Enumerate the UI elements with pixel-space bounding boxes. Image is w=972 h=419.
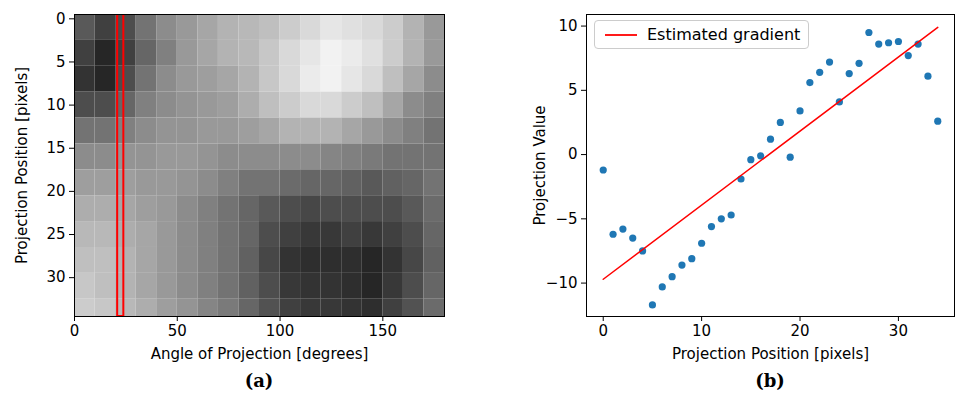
svg-text:25: 25 <box>46 225 65 243</box>
svg-text:0: 0 <box>568 145 578 163</box>
svg-text:−10: −10 <box>546 274 578 292</box>
svg-text:Projection Position [pixels]: Projection Position [pixels] <box>13 67 31 264</box>
svg-text:5: 5 <box>56 53 66 71</box>
svg-text:30: 30 <box>46 268 65 286</box>
svg-text:Angle of Projection [degrees]: Angle of Projection [degrees] <box>151 345 369 363</box>
svg-text:15: 15 <box>46 139 65 157</box>
svg-text:5: 5 <box>568 81 578 99</box>
html-text:(b): (b) <box>755 370 785 391</box>
svg-text:−5: −5 <box>555 210 577 228</box>
svg-text:30: 30 <box>889 322 908 340</box>
svg-text:0: 0 <box>70 322 80 340</box>
svg-text:0: 0 <box>56 10 66 28</box>
svg-text:50: 50 <box>168 322 187 340</box>
html-text:Estimated gradient: Estimated gradient <box>647 25 801 44</box>
svg-text:150: 150 <box>369 322 398 340</box>
svg-text:10: 10 <box>46 96 65 114</box>
html-text:(a): (a) <box>244 370 274 391</box>
svg-text:10: 10 <box>558 17 577 35</box>
svg-text:Projection Position [pixels]: Projection Position [pixels] <box>672 345 869 363</box>
svg-text:20: 20 <box>46 182 65 200</box>
svg-text:Projection Value: Projection Value <box>531 105 549 225</box>
svg-text:10: 10 <box>692 322 711 340</box>
svg-text:0: 0 <box>598 322 608 340</box>
svg-text:20: 20 <box>790 322 809 340</box>
svg-text:100: 100 <box>266 322 295 340</box>
